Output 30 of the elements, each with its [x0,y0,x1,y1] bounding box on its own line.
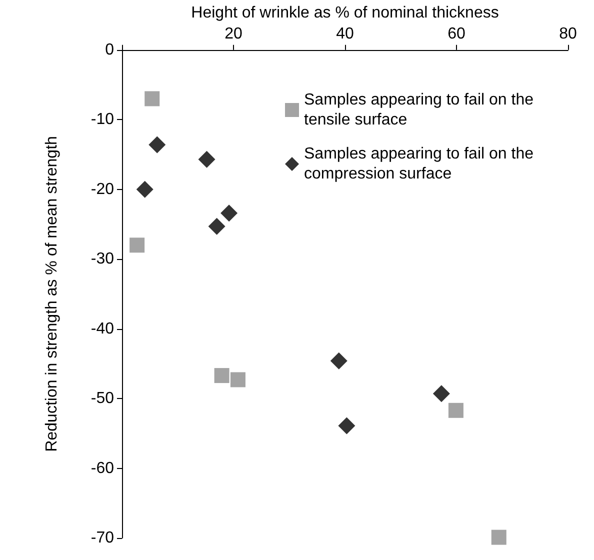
point [214,368,230,384]
x-tick-label: 40 [336,25,354,42]
y-tick-label: -40 [90,320,114,338]
point [208,218,226,235]
y-tick-label: -50 [90,390,114,408]
point [144,91,160,106]
y-tick-label: -10 [90,111,114,128]
point [330,352,348,370]
legend-label: Samples appearing to fail on the compression surface [304,146,538,182]
point [130,238,145,253]
point [198,150,216,168]
point [448,402,464,418]
point [220,204,238,222]
x-tick-label: 80 [559,25,577,42]
y-tick-label: -70 [90,530,114,546]
y-tick-label: -60 [90,460,114,477]
point [148,136,166,154]
y-tick-label: 0 [105,41,114,58]
point [338,417,356,434]
y-axis-title: Reduction in strength as % of mean strength [44,136,60,452]
x-tick-label: 20 [224,25,242,42]
point [230,372,246,388]
point [491,530,506,545]
legend-label: Samples appearing to fail on the tensile surface [304,92,538,128]
point [432,385,450,402]
y-tick-label: -20 [90,180,114,198]
y-tick-label: -30 [90,250,114,268]
x-tick-label: 60 [448,25,466,42]
x-axis-title: Height of wrinkle as % of nominal thickness [191,4,499,22]
point [136,180,154,198]
